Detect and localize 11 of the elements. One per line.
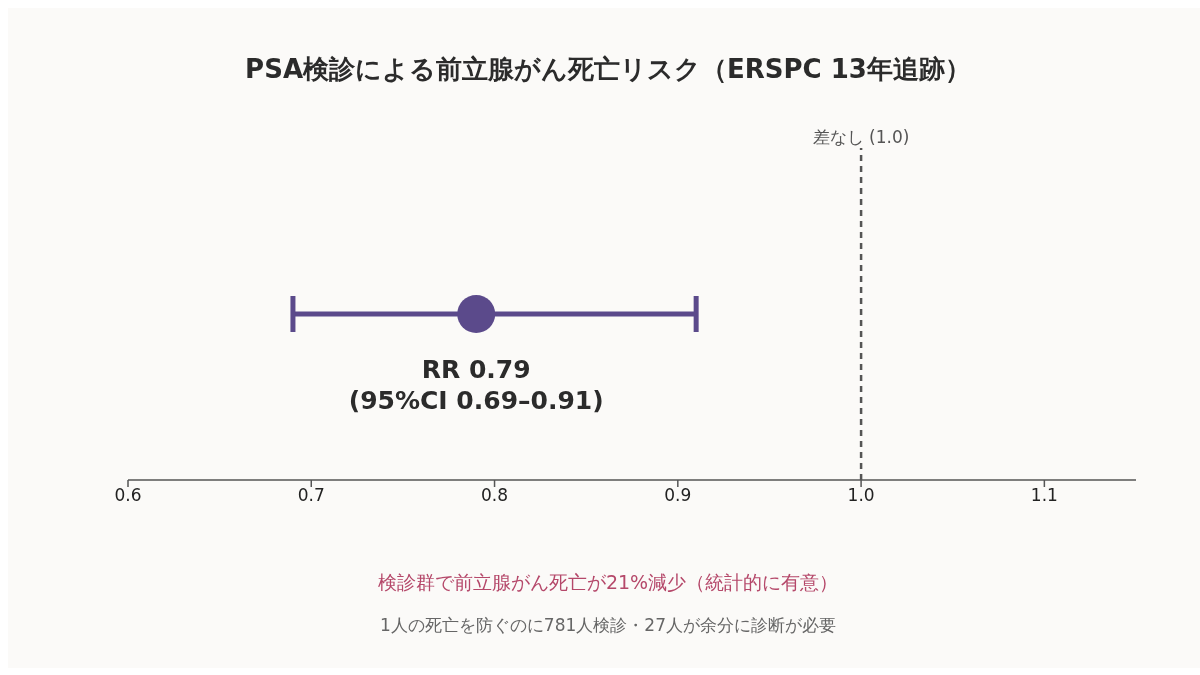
x-tick-label: 1.1	[1030, 485, 1058, 506]
text: 1人の死亡を防ぐのに781人検診・27人が余分に診断が必要	[379, 614, 837, 637]
annotation: RR 0.79 (95%CI 0.69–0.91)	[347, 354, 605, 416]
x-tick-label: 0.9	[664, 485, 692, 506]
x-tick-label: 0.7	[297, 485, 325, 506]
x-tick-label: 1.0	[847, 485, 875, 506]
text: 検診群で前立腺がん死亡が21%減少（統計的に有意）	[376, 570, 840, 595]
x-tick-label: 0.8	[481, 485, 509, 506]
chart-title: PSA検診による前立腺がん死亡リスク（ERSPC 13年追跡）	[244, 53, 972, 86]
ref-line-label: 差なし (1.0)	[812, 127, 910, 147]
x-tick-label: 0.6	[114, 485, 142, 506]
